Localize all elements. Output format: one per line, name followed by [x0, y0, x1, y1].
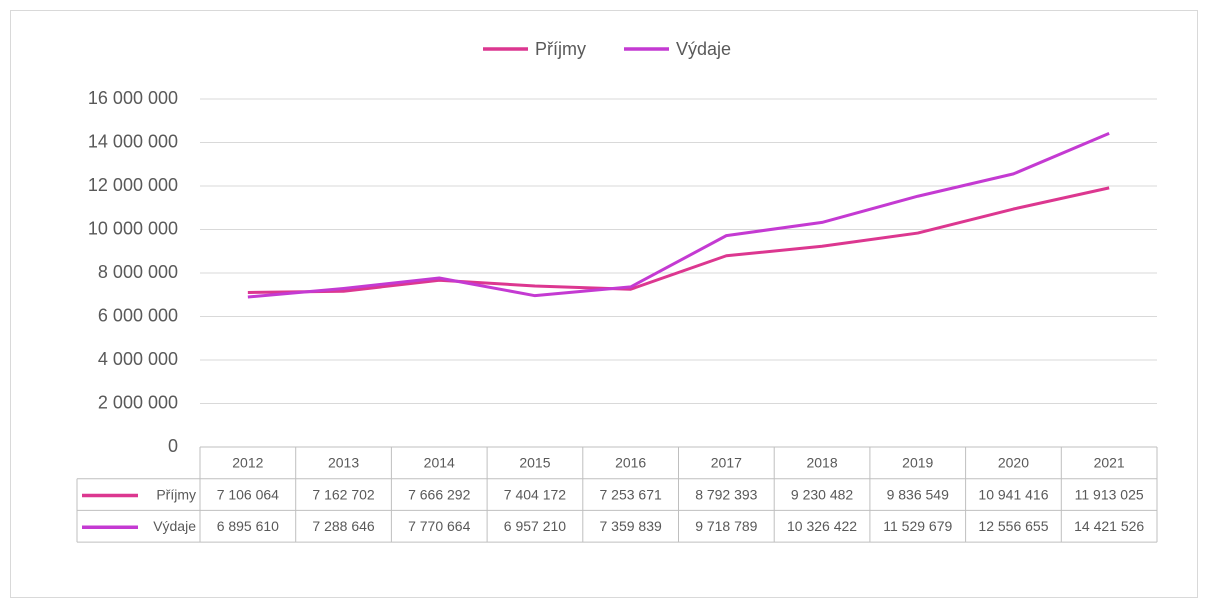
- data-label: 9 718 789: [695, 518, 757, 534]
- data-label: 8 792 393: [695, 486, 757, 502]
- x-tick-label: 2016: [615, 455, 646, 471]
- data-label: 7 359 839: [600, 518, 662, 534]
- x-tick-label: 2020: [998, 455, 1029, 471]
- data-label: 7 666 292: [408, 486, 470, 502]
- x-tick-label: 2018: [806, 455, 837, 471]
- data-label: 7 162 702: [312, 486, 374, 502]
- table-row-label: Výdaje: [153, 518, 196, 534]
- y-tick-label: 2 000 000: [98, 392, 178, 412]
- y-tick-label: 10 000 000: [88, 218, 178, 238]
- data-label: 7 404 172: [504, 486, 566, 502]
- y-tick-label: 16 000 000: [88, 88, 178, 108]
- y-tick-label: 0: [168, 436, 178, 456]
- data-label: 11 913 025: [1075, 486, 1144, 502]
- y-tick-label: 6 000 000: [98, 305, 178, 325]
- data-label: 11 529 679: [883, 518, 952, 534]
- data-label: 12 556 655: [978, 518, 1048, 534]
- data-label: 7 288 646: [312, 518, 374, 534]
- series-line: [247, 186, 1110, 294]
- series-line: [247, 131, 1110, 299]
- data-label: 10 941 416: [978, 486, 1048, 502]
- data-label: 9 836 549: [887, 486, 949, 502]
- data-label: 6 895 610: [217, 518, 279, 534]
- y-tick-label: 4 000 000: [98, 349, 178, 369]
- x-tick-label: 2019: [902, 455, 933, 471]
- data-label: 9 230 482: [791, 486, 853, 502]
- x-tick-label: 2015: [519, 455, 550, 471]
- legend-label: Příjmy: [535, 39, 586, 59]
- data-label: 14 421 526: [1074, 518, 1144, 534]
- data-label: 10 326 422: [787, 518, 857, 534]
- data-label: 7 770 664: [408, 518, 470, 534]
- data-label: 6 957 210: [504, 518, 566, 534]
- y-tick-label: 14 000 000: [88, 131, 178, 151]
- x-tick-label: 2021: [1094, 455, 1125, 471]
- legend-label: Výdaje: [676, 39, 731, 59]
- x-tick-label: 2017: [711, 455, 742, 471]
- y-tick-label: 12 000 000: [88, 175, 178, 195]
- data-label: 7 106 064: [217, 486, 279, 502]
- x-tick-label: 2013: [328, 455, 359, 471]
- table-row-label: Příjmy: [156, 486, 196, 502]
- x-tick-label: 2014: [424, 455, 455, 471]
- y-tick-label: 8 000 000: [98, 262, 178, 282]
- chart-border: [10, 10, 1198, 598]
- data-label: 7 253 671: [600, 486, 662, 502]
- x-tick-label: 2012: [232, 455, 263, 471]
